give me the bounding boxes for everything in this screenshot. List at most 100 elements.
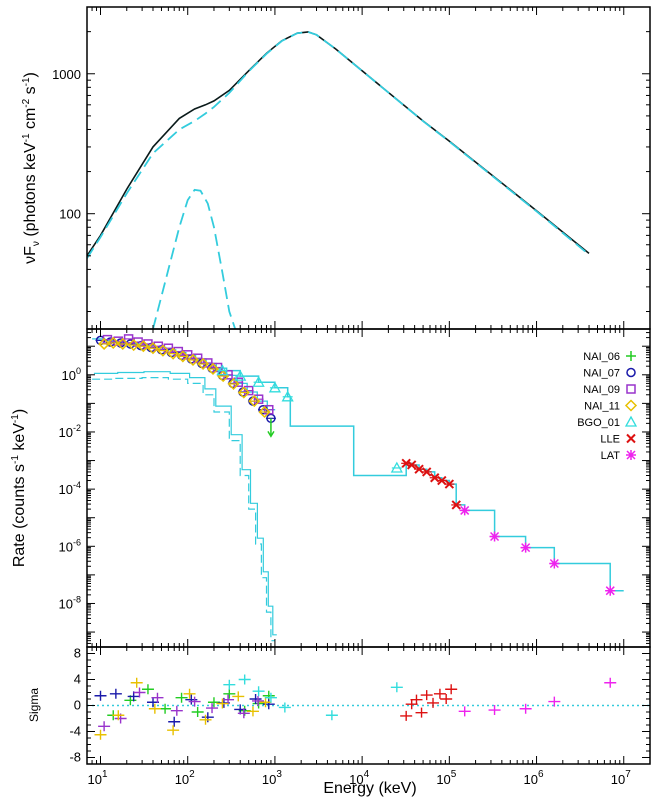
- residuals-panel: [87, 674, 650, 740]
- data-point-nai_09: [233, 377, 244, 387]
- data-point-nai_11: [206, 362, 220, 376]
- xtick-label: 102: [175, 769, 195, 787]
- bot-ytick-label: -8: [69, 750, 81, 765]
- top-ytick-label: 1000: [52, 67, 81, 82]
- residual-lle: [427, 697, 440, 708]
- bot-ytick-label: -4: [69, 724, 81, 739]
- data-point-nai_11: [127, 338, 140, 352]
- data-point-lle: [451, 500, 461, 510]
- xtick-label: 107: [611, 769, 631, 787]
- residual-lle: [445, 684, 458, 695]
- residual-nai_09: [252, 695, 265, 706]
- residual-lle: [420, 690, 433, 701]
- model-component-curve: [87, 31, 590, 259]
- top-ytick-label: 100: [59, 207, 81, 222]
- residual-nai_09: [237, 708, 250, 719]
- xtick-label: 103: [262, 769, 282, 787]
- residual-nai_06: [159, 703, 172, 714]
- xlabel: Energy (keV): [323, 780, 416, 797]
- residual-nai_11: [167, 725, 180, 736]
- legend-item-lle: LLE: [600, 434, 636, 446]
- residual-nai_06: [191, 707, 204, 717]
- data-point-nai_11: [248, 395, 261, 408]
- residual-nai_07: [262, 699, 275, 710]
- residual-nai_11: [148, 703, 161, 714]
- residual-nai_09: [206, 703, 219, 714]
- residual-nai_09: [151, 692, 164, 703]
- data-point-nai_11: [186, 353, 200, 367]
- residual-lle: [410, 694, 423, 705]
- bot-ytick-label: 8: [74, 646, 81, 661]
- data-point-lat: [520, 542, 531, 553]
- residual-lle: [440, 694, 453, 704]
- data-point-nai_09: [243, 385, 254, 396]
- legend-label: NAI_06: [583, 351, 620, 363]
- data-point-nai_11: [227, 377, 240, 390]
- data-point-nai_11: [156, 344, 170, 357]
- count-rate-panel: [92, 334, 624, 642]
- residual-nai_11: [94, 729, 107, 740]
- residual-lat: [488, 705, 501, 716]
- bot-ytick-label: 4: [74, 672, 81, 687]
- data-point-lle: [437, 475, 447, 486]
- legend-label: LLE: [600, 434, 620, 446]
- data-point-lle: [421, 467, 432, 477]
- data-point-nai_11: [137, 340, 150, 353]
- residual-nai_09: [98, 721, 111, 732]
- bot-ylabel: Sigma: [27, 688, 41, 722]
- data-point-lle: [406, 460, 417, 470]
- data-point-nai_09: [253, 394, 264, 404]
- residual-nai_11: [183, 688, 196, 699]
- upper-limit-arrow: [267, 418, 275, 438]
- xtick-label: 101: [87, 769, 107, 787]
- mid-ytick-label: 10-4: [59, 480, 81, 497]
- residual-lat: [604, 677, 617, 688]
- residual-nai_06: [223, 688, 236, 699]
- legend-marker: [626, 384, 636, 394]
- legend-marker: [626, 367, 636, 378]
- data-point-nai_11: [116, 337, 129, 351]
- high-energy-model-step: [214, 368, 624, 592]
- data-point-lle: [444, 479, 455, 489]
- data-point-bgo_01: [268, 381, 282, 393]
- mid-ytick-label: 10-8: [59, 594, 81, 611]
- residual-lle: [415, 707, 428, 718]
- residual-nai_07: [185, 694, 198, 705]
- legend-item-nai_11: NAI_11: [584, 399, 638, 413]
- data-point-nai_11: [146, 342, 160, 355]
- legend-item-nai_09: NAI_09: [583, 384, 636, 396]
- axes-layer: 100 1000 100 10-2 10-4 10-6 10-8 8 4 0 -4 -8 101 102 1…: [52, 6, 651, 787]
- residual-nai_07: [109, 688, 122, 699]
- mid-ytick-label: 100: [62, 366, 81, 383]
- legend-item-bgo_01: BGO_01: [577, 415, 638, 429]
- data-point-lat: [549, 558, 560, 569]
- thermal-model-step-2: [93, 371, 277, 636]
- legend-item-nai_07: NAI_07: [583, 367, 636, 380]
- legend-item-lat: LAT: [601, 450, 636, 462]
- legend-label: LAT: [601, 450, 621, 462]
- residual-bgo_01: [390, 682, 403, 693]
- data-point-nai_11: [107, 336, 120, 350]
- data-point-nai_09: [182, 350, 193, 360]
- legend-marker: [624, 399, 638, 412]
- data-point-nai_11: [167, 347, 180, 360]
- data-point-nai_11: [176, 350, 189, 363]
- top-ylabel: νFν (photons keV-1 cm-2 s-1): [21, 72, 42, 264]
- residual-bgo_01: [223, 679, 236, 690]
- data-point-bgo_01: [252, 375, 265, 387]
- bot-ytick-label: 0: [74, 698, 81, 713]
- residual-nai_11: [216, 698, 229, 709]
- residual-nai_06: [175, 692, 188, 703]
- data-point-nai_09: [123, 334, 134, 344]
- residual-lle: [405, 699, 418, 710]
- data-point-nai_11: [98, 337, 111, 351]
- data-point-bgo_01: [234, 369, 247, 381]
- residual-bgo_01: [325, 710, 338, 721]
- data-point-bgo_01: [281, 390, 294, 402]
- data-point-lle: [401, 458, 411, 469]
- xtick-label: 104: [349, 769, 369, 787]
- mid-ytick-label: 10-6: [59, 537, 81, 554]
- residual-nai_11: [259, 697, 272, 708]
- mid-ytick-label: 10-2: [59, 423, 81, 440]
- residual-lat: [458, 706, 471, 717]
